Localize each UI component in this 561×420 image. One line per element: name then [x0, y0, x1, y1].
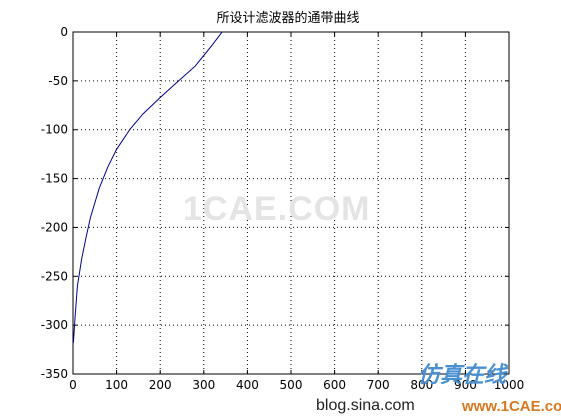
- x-tick-label: 500: [280, 378, 303, 392]
- x-tick-label: 200: [149, 378, 172, 392]
- y-tick-label: -200: [41, 220, 68, 234]
- x-tick-label: 1000: [494, 378, 525, 392]
- y-tick-label: -350: [41, 367, 68, 381]
- y-tick-label: 0: [60, 25, 68, 39]
- x-tick-label: 700: [367, 378, 390, 392]
- x-tick-label: 0: [69, 378, 77, 392]
- x-tick-label: 400: [236, 378, 259, 392]
- y-tick-label: -300: [41, 318, 68, 332]
- x-tick-label: 600: [323, 378, 346, 392]
- watermark-site-name: 仿真在线: [418, 363, 507, 388]
- series-group: [72, 31, 223, 343]
- x-tick-label: 300: [192, 378, 215, 392]
- y-tick-label: -150: [41, 172, 68, 186]
- axis-ticks: 0 100 200 300 400 500 600 700 800 900 1000 0 -50 -100…: [41, 25, 525, 392]
- watermark-blog: blog.sina.com: [316, 397, 415, 414]
- watermark-center: 1CAE.COM: [183, 190, 371, 228]
- y-tick-label: -250: [41, 269, 68, 283]
- watermark-site-url: www.1CAE.com: [462, 398, 561, 415]
- x-tick-label: 800: [410, 378, 433, 392]
- grid: [73, 32, 509, 374]
- x-tick-label: 900: [454, 378, 477, 392]
- chart-title: 所设计滤波器的通带曲线: [216, 10, 359, 26]
- y-tick-label: -100: [41, 123, 68, 137]
- y-tick-label: -50: [48, 74, 68, 88]
- x-tick-label: 100: [105, 378, 128, 392]
- series-line: [72, 31, 223, 343]
